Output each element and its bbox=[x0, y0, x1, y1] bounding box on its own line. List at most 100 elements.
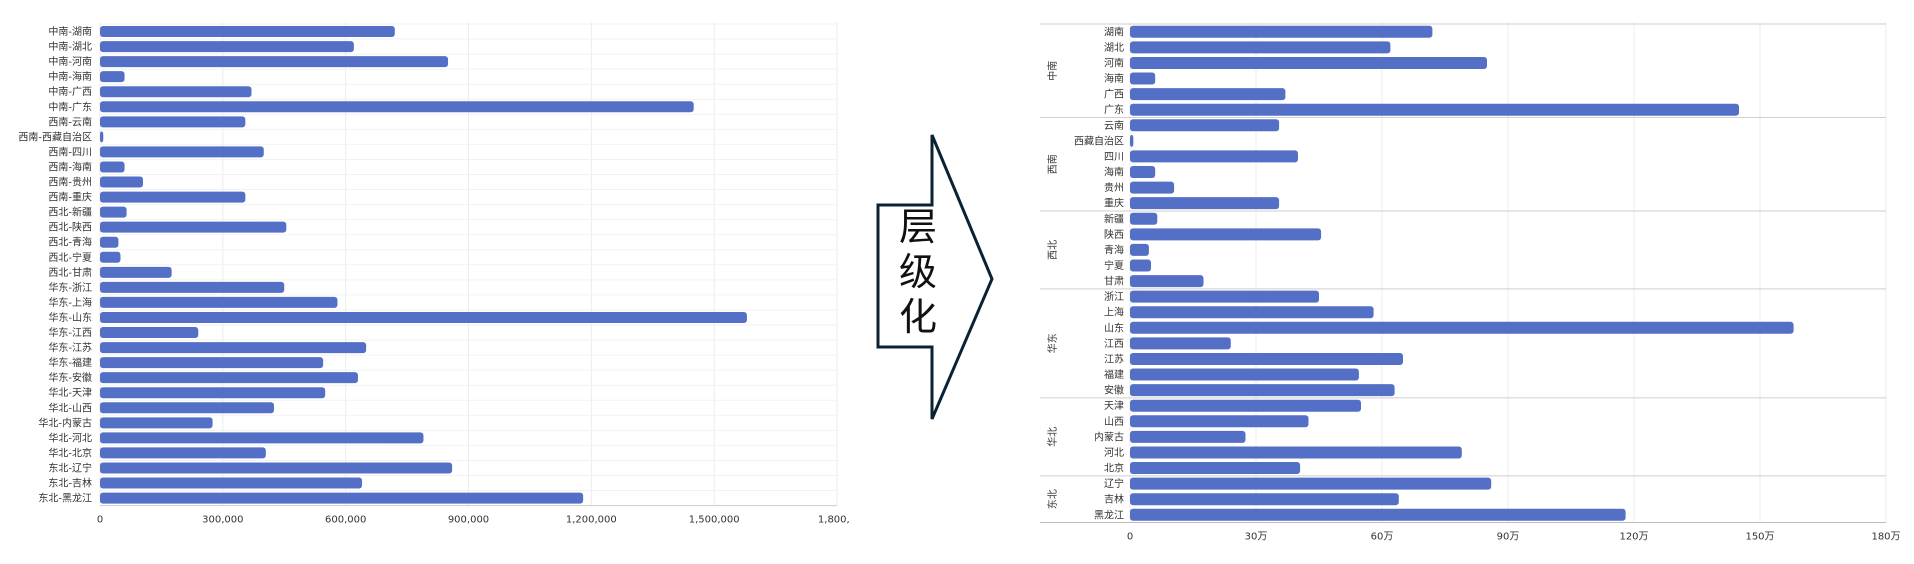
y-category-label: 西北-新疆 bbox=[48, 206, 92, 219]
bar bbox=[100, 342, 367, 354]
y-category-label: 华北-北京 bbox=[48, 446, 92, 459]
y-category-label: 华东-安徽 bbox=[48, 371, 92, 384]
y-category-label: 西南-贵州 bbox=[48, 176, 92, 189]
bar bbox=[1130, 446, 1462, 459]
arrow-char-1: 层 bbox=[899, 205, 937, 249]
y-category-label: 江苏 bbox=[1104, 352, 1124, 365]
bar bbox=[1130, 368, 1359, 381]
y-category-label: 山东 bbox=[1104, 321, 1124, 334]
bar bbox=[100, 221, 287, 233]
bar bbox=[100, 41, 354, 53]
y-category-label: 河南 bbox=[1104, 56, 1124, 69]
bar bbox=[1130, 462, 1301, 475]
y-category-label: 西南-云南 bbox=[48, 115, 92, 128]
bar bbox=[1130, 415, 1309, 428]
y-category-label: 西北-陕西 bbox=[48, 221, 92, 234]
bar bbox=[1130, 399, 1361, 412]
bar bbox=[100, 191, 246, 203]
y-category-label: 西南-海南 bbox=[48, 160, 92, 173]
y-category-label: 东北-黑龙江 bbox=[38, 492, 92, 505]
bar bbox=[100, 296, 338, 308]
bar bbox=[100, 327, 199, 339]
y-category-label: 东北-辽宁 bbox=[48, 461, 92, 474]
bar bbox=[100, 101, 694, 113]
y-category-label: 华北-天津 bbox=[48, 386, 92, 399]
bar bbox=[100, 176, 143, 188]
bar bbox=[100, 387, 326, 399]
x-tick-label: 180万 bbox=[1871, 532, 1900, 543]
y-category-label: 上海 bbox=[1104, 306, 1124, 319]
x-tick-label: 30万 bbox=[1245, 532, 1268, 543]
bar bbox=[1130, 508, 1626, 521]
bar bbox=[100, 206, 127, 218]
y-category-label: 海南 bbox=[1104, 72, 1124, 85]
y-category-label: 华东-浙江 bbox=[48, 281, 92, 294]
bar bbox=[1130, 321, 1794, 334]
bar bbox=[100, 116, 246, 128]
y-category-label: 中南-广西 bbox=[48, 85, 92, 98]
y-category-label: 江西 bbox=[1104, 338, 1124, 350]
bar bbox=[1130, 134, 1134, 147]
y-category-label: 贵州 bbox=[1104, 181, 1124, 194]
x-tick-label: 300,000 bbox=[202, 515, 243, 526]
flat-bar-chart: 0 300,000 600,000 900,000 1,200,000 1,500,000… bbox=[18, 22, 850, 526]
y-category-label: 西南-重庆 bbox=[48, 191, 92, 204]
grouped-bar-chart: 0 30万 60万 90万 120万 150万 180万中南湖南湖北河南海南广西广东西南云南… bbox=[1040, 22, 1901, 543]
bar bbox=[1130, 259, 1151, 272]
group-label: 西北 bbox=[1047, 240, 1059, 260]
bar bbox=[1130, 166, 1156, 179]
y-category-label: 安徽 bbox=[1104, 384, 1124, 397]
bar bbox=[1130, 337, 1231, 350]
y-category-label: 西藏自治区 bbox=[1074, 134, 1124, 147]
bar bbox=[1130, 88, 1286, 101]
bar bbox=[100, 447, 266, 459]
hierarchy-arrow: 层 级 化 bbox=[876, 134, 994, 420]
group-label: 东北 bbox=[1046, 489, 1059, 509]
y-category-label: 河北 bbox=[1104, 447, 1124, 459]
bar bbox=[1130, 290, 1319, 303]
y-category-label: 广东 bbox=[1104, 103, 1124, 116]
y-category-label: 华北-山西 bbox=[48, 401, 92, 414]
bar bbox=[100, 86, 252, 98]
bar bbox=[1130, 212, 1158, 225]
x-tick-label: 1,500,000 bbox=[689, 515, 740, 526]
y-category-label: 西南-西藏自治区 bbox=[18, 130, 92, 143]
x-tick-label: 120万 bbox=[1619, 532, 1648, 543]
bar bbox=[100, 462, 453, 474]
y-category-label: 福建 bbox=[1104, 368, 1124, 381]
x-tick-label: 0 bbox=[1127, 532, 1133, 543]
bar bbox=[100, 402, 275, 414]
y-category-label: 东北-吉林 bbox=[48, 477, 92, 490]
y-category-label: 湖南 bbox=[1104, 25, 1124, 38]
y-category-label: 北京 bbox=[1104, 462, 1124, 475]
bar bbox=[1130, 275, 1204, 288]
bar bbox=[1130, 181, 1175, 194]
y-category-label: 青海 bbox=[1104, 243, 1124, 256]
bar bbox=[1130, 243, 1149, 256]
arrow-char-2: 级 bbox=[899, 250, 937, 294]
bar bbox=[100, 146, 264, 158]
bar bbox=[1130, 477, 1492, 490]
bar bbox=[100, 357, 324, 369]
y-category-label: 中南-湖北 bbox=[48, 40, 92, 53]
bar bbox=[1130, 384, 1395, 397]
x-tick-label: 0 bbox=[97, 515, 103, 526]
bar bbox=[100, 477, 363, 489]
y-category-label: 海南 bbox=[1104, 166, 1124, 179]
bar bbox=[1130, 352, 1403, 365]
bar bbox=[1130, 493, 1399, 506]
bar bbox=[1130, 103, 1739, 116]
y-category-label: 浙江 bbox=[1104, 291, 1124, 303]
bar bbox=[100, 432, 424, 444]
y-category-label: 甘肃 bbox=[1104, 275, 1124, 288]
bar bbox=[100, 236, 119, 248]
y-category-label: 新疆 bbox=[1104, 212, 1124, 225]
x-tick-label: 1,200,000 bbox=[566, 515, 617, 526]
y-category-label: 云南 bbox=[1104, 119, 1124, 132]
arrow-char-3: 化 bbox=[899, 295, 937, 339]
bar bbox=[100, 417, 213, 429]
bar bbox=[100, 266, 172, 278]
y-category-label: 华东-江西 bbox=[48, 326, 92, 339]
bar bbox=[100, 161, 125, 173]
y-category-label: 内蒙古 bbox=[1094, 430, 1124, 443]
